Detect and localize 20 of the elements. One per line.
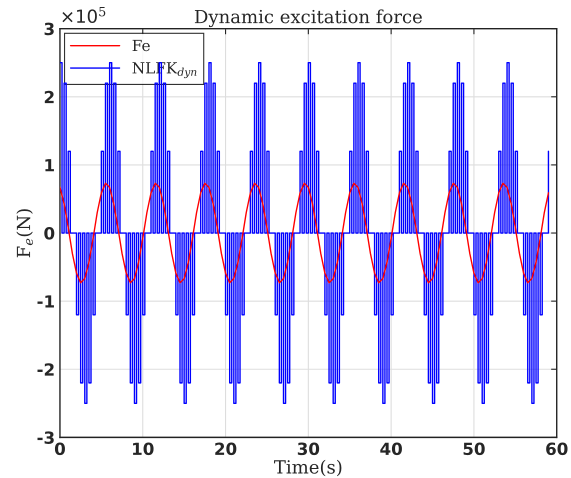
x-tick-label: 40	[380, 442, 402, 456]
text: ×10$^{5}$	[62, 6, 106, 24]
y-tick-label: -2	[37, 363, 54, 376]
y-tick-label: 1	[45, 159, 54, 172]
x-tick-label: 30	[298, 442, 320, 456]
line-series	[60, 182, 550, 284]
y-axis-title: F$_{e}$(N)	[16, 209, 34, 258]
x-tick-label: 10	[133, 442, 154, 456]
y-tick-label: -1	[37, 295, 54, 308]
chart-title: Dynamic excitation force	[194, 9, 422, 28]
x-tick-label: 50	[464, 442, 485, 456]
x-tick-label: 20	[215, 442, 236, 456]
y-tick-label: -3	[37, 431, 54, 444]
x-tick-label: 0	[54, 442, 65, 456]
y-tick-label: 0	[44, 226, 54, 240]
y-tick-label: 3	[44, 22, 54, 36]
x-axis-title: Time(s)	[274, 460, 342, 476]
x-tick-label: 60	[546, 442, 568, 456]
legend-label: Fe	[132, 40, 150, 52]
y-tick-label: 2	[44, 90, 54, 104]
